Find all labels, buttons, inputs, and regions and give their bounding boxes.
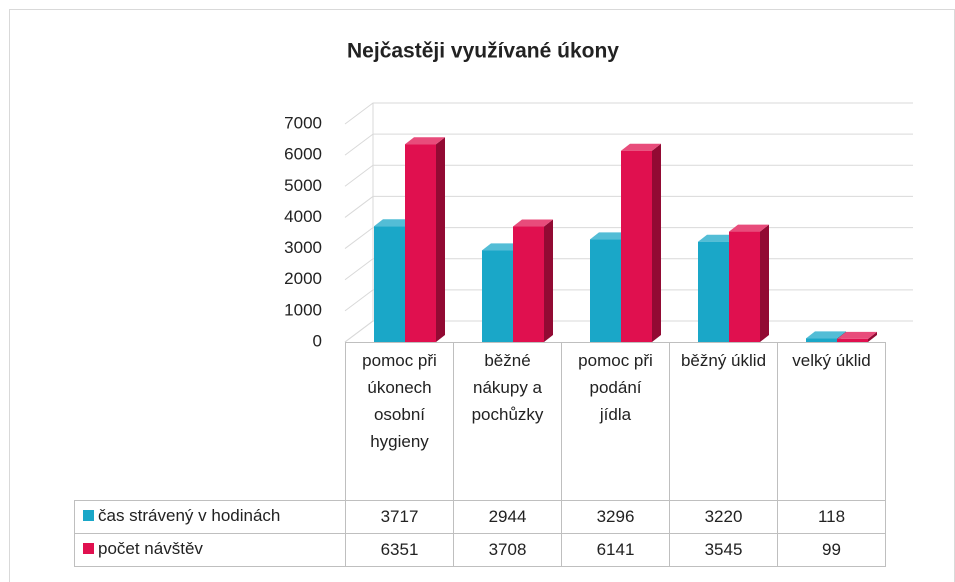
grid-line: [344, 133, 913, 156]
category-cell: pomoc při podání jídla: [561, 342, 670, 501]
category-cell: velký úklid: [777, 342, 886, 501]
y-tick-label: 2000: [284, 269, 322, 288]
table-value: 2944: [453, 500, 562, 534]
table-value: 3717: [345, 500, 454, 534]
y-tick-label: 0: [313, 331, 322, 350]
y-tick-label: 4000: [284, 207, 322, 226]
legend-label: čas strávený v hodinách: [98, 506, 281, 525]
bar: [621, 150, 652, 342]
category-cell: běžné nákupy a pochůzky: [453, 342, 562, 501]
grid-line: [344, 102, 913, 125]
bar: [513, 226, 544, 342]
bar-top: [698, 234, 738, 242]
bar: [698, 241, 729, 342]
bar-top: [729, 224, 769, 232]
category-cell: běžný úklid: [669, 342, 778, 501]
table-value: 3708: [453, 533, 562, 567]
table-value: 3296: [561, 500, 670, 534]
bar: [405, 144, 436, 342]
grid-line: [344, 227, 913, 249]
bar-top: [482, 243, 522, 251]
grid-line: [344, 164, 913, 187]
bar-top: [590, 232, 630, 240]
table-value: 6351: [345, 533, 454, 567]
legend-cell: čas strávený v hodinách: [74, 500, 346, 534]
y-tick-label: 1000: [284, 300, 322, 319]
bar: [374, 226, 405, 342]
table-value: 118: [777, 500, 886, 534]
bar: [590, 239, 621, 342]
y-tick-label: 3000: [284, 238, 322, 257]
bar-top: [837, 331, 877, 339]
legend-key: [83, 510, 94, 521]
table-value: 3545: [669, 533, 778, 567]
bar: [837, 338, 868, 342]
grid-line: [344, 195, 913, 218]
table-value: 99: [777, 533, 886, 567]
bar: [729, 231, 760, 342]
bar-side: [436, 137, 445, 342]
bar-side: [652, 143, 661, 342]
bar-side: [544, 219, 553, 342]
bar: [482, 250, 513, 342]
y-tick-label: 7000: [284, 113, 322, 132]
bar-side: [868, 331, 877, 342]
bar-top: [806, 331, 846, 339]
y-tick-label: 6000: [284, 145, 322, 164]
chart-title: Nejčastěji využívané úkony: [347, 40, 619, 63]
legend-key: [83, 543, 94, 554]
legend-cell: počet návštěv: [74, 533, 346, 567]
bar: [806, 338, 837, 342]
category-cell: pomoc při úkonech osobní hygieny: [345, 342, 454, 501]
y-tick-label: 5000: [284, 176, 322, 195]
table-value: 3220: [669, 500, 778, 534]
bar-top: [405, 137, 445, 145]
table-value: 6141: [561, 533, 670, 567]
bar-top: [621, 143, 661, 151]
bar-top: [374, 219, 414, 227]
bar-top: [513, 219, 553, 227]
bar-side: [760, 224, 769, 342]
legend-label: počet návštěv: [98, 539, 203, 558]
